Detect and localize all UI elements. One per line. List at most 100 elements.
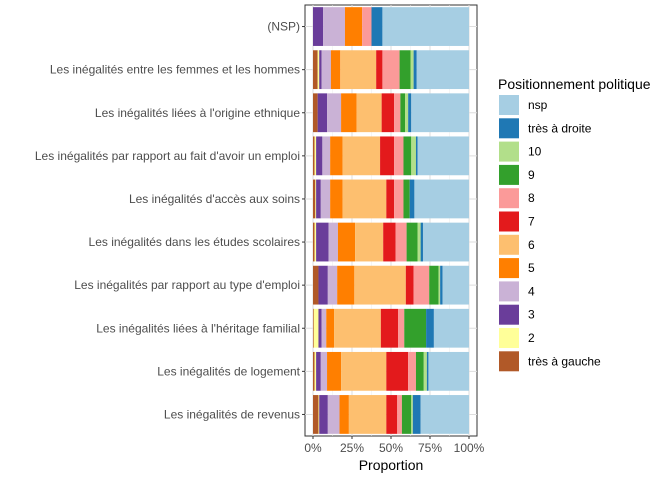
bar-segment	[321, 50, 331, 90]
bar-segment	[334, 308, 381, 348]
bar-segment	[382, 50, 400, 90]
bar-segment	[316, 222, 329, 262]
bar-segment	[381, 93, 395, 133]
bar-segment	[314, 351, 317, 391]
bar-segment	[327, 265, 338, 305]
bar-segment	[327, 93, 342, 133]
x-tick-label: 100%	[454, 441, 485, 455]
bar-segment	[416, 50, 469, 90]
bar-segment	[316, 179, 321, 219]
legend-label: 8	[528, 191, 535, 205]
bar-segment	[321, 308, 327, 348]
legend-key	[499, 95, 519, 115]
bar-segment	[398, 308, 405, 348]
bar-segment	[397, 395, 402, 434]
legend-label: 2	[528, 331, 535, 345]
legend-label: 7	[528, 215, 535, 229]
bar-segment	[401, 395, 412, 434]
bar-segment	[326, 308, 335, 348]
bar-segment	[411, 136, 416, 176]
bar-segment	[420, 395, 469, 434]
x-tick-label: 50%	[379, 441, 403, 455]
bar-segment	[313, 179, 316, 219]
bar-segment	[371, 7, 383, 46]
bar-segment	[413, 50, 417, 90]
category-label: (NSP)	[267, 20, 300, 34]
bar-segment	[404, 308, 427, 348]
bar-segment	[415, 136, 418, 176]
bar-segment	[386, 179, 395, 219]
legend-label: très à gauche	[528, 354, 601, 368]
bar-segment	[341, 93, 357, 133]
bar-segment	[412, 395, 421, 434]
bar-segment	[413, 265, 430, 305]
bar-segment	[405, 265, 414, 305]
bar-segment	[317, 93, 328, 133]
legend-key	[499, 188, 519, 209]
category-label: Les inégalités de logement	[157, 364, 300, 378]
bar-segment	[438, 265, 441, 305]
bar-segment	[411, 93, 469, 133]
bar-segment	[355, 222, 384, 262]
category-label: Les inégalités liées à l'origine ethniqu…	[95, 106, 300, 120]
bar-segment	[442, 265, 469, 305]
bar-segment	[409, 179, 415, 219]
bar-segment	[313, 265, 319, 305]
bar-segment	[314, 222, 317, 262]
bar-segment	[386, 351, 409, 391]
legend-title: Positionnement politique	[498, 76, 651, 92]
x-tick-label: 0%	[304, 441, 322, 455]
bar-segment	[322, 136, 331, 176]
bar-segment	[380, 136, 395, 176]
bar-segment	[320, 179, 331, 219]
bar-segment	[426, 308, 434, 348]
legend-label: 6	[528, 238, 535, 252]
legend-key	[499, 281, 519, 302]
bar-segment	[316, 136, 323, 176]
bar-segment	[320, 351, 328, 391]
bar-segment	[313, 351, 315, 391]
bar-segment	[405, 93, 409, 133]
bar-segment	[339, 395, 349, 434]
bar-segment	[328, 222, 338, 262]
bar-segment	[417, 222, 421, 262]
bar-segment	[426, 351, 429, 391]
bar-segment	[417, 136, 469, 176]
legend-key	[499, 234, 519, 255]
category-label: Les inégalités par rapport au type d'emp…	[74, 278, 300, 292]
category-label: Les inégalités d'accès aux soins	[129, 192, 300, 206]
bar-segment	[380, 308, 399, 348]
x-axis-ticks: 0% 25% 50% 75% 100%	[304, 436, 485, 455]
legend-label: très à droite	[528, 121, 592, 135]
bar-segment	[342, 179, 387, 219]
bar-segment	[429, 265, 439, 305]
bars	[313, 7, 469, 434]
category-label: Les inégalités dans les études scolaires	[89, 235, 300, 249]
bar-segment	[313, 7, 324, 46]
bar-segment	[313, 222, 315, 262]
legend-label: nsp	[528, 98, 548, 112]
bar-segment	[342, 136, 381, 176]
bar-segment	[354, 265, 406, 305]
legend-key	[499, 211, 519, 232]
bar-segment	[313, 308, 319, 348]
bar-segment	[415, 351, 424, 391]
category-label: Les inégalités de revenus	[164, 407, 300, 421]
bar-segment	[340, 50, 377, 90]
bar-segment	[318, 265, 328, 305]
bar-segment	[411, 395, 413, 434]
legend-key	[499, 141, 519, 162]
bar-segment	[420, 222, 423, 262]
legend-label: 3	[528, 308, 535, 322]
bar-segment	[386, 395, 398, 434]
bar-segment	[337, 222, 356, 262]
bar-segment	[317, 50, 320, 90]
bar-segment	[408, 351, 416, 391]
bar-segment	[394, 93, 401, 133]
bar-segment	[362, 7, 372, 46]
legend-label: 10	[528, 145, 542, 159]
bar-segment	[313, 395, 319, 434]
category-labels: (NSP) Les inégalités entre les femmes et …	[35, 20, 305, 421]
legend-key	[499, 351, 519, 372]
bar-segment	[423, 351, 427, 391]
